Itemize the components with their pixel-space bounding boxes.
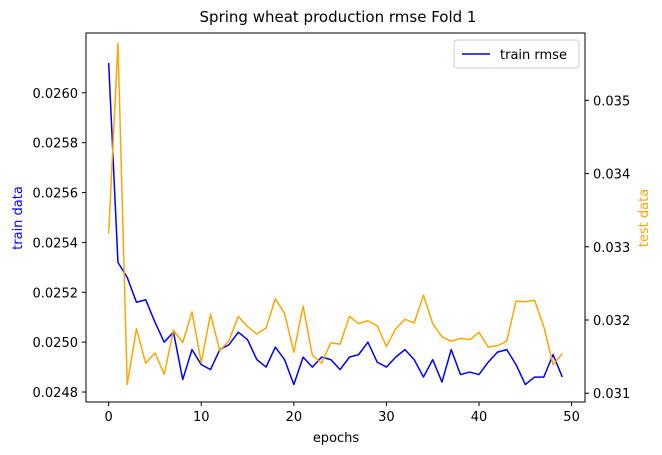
x-tick-label: 10 [193,410,210,425]
y-right-tick-label: 0.034 [593,168,630,183]
x-tick-label: 40 [471,410,488,425]
x-tick-label: 20 [286,410,303,425]
y-left-tick-label: 0.0252 [33,286,79,301]
y-left-tick-label: 0.0254 [33,236,79,251]
legend: train rmse [453,39,580,69]
chart-title: Spring wheat production rmse Fold 1 [200,8,477,26]
y-right-axis-label: test data [637,189,652,247]
y-left-axis-ticks: 0.0248 0.0250 0.0252 0.0254 0.0256 0.0258 0.02… [33,87,86,401]
x-axis-ticks: 0 10 20 30 40 50 [105,402,580,425]
y-left-tick-label: 0.0248 [33,386,79,401]
y-left-tick-label: 0.0250 [33,336,79,351]
series-line-train [107,62,564,386]
y-left-axis-label: train data [11,186,26,250]
y-right-axis-ticks: 0.031 0.032 0.033 0.034 0.035 [585,94,630,402]
x-tick-label: 0 [105,410,113,425]
y-right-tick-label: 0.032 [593,314,630,329]
legend-box [453,39,580,69]
legend-label-train: train rmse [500,48,567,63]
y-right-tick-label: 0.031 [593,387,630,402]
x-axis-label: epochs [313,431,360,446]
y-left-tick-label: 0.0258 [33,137,79,152]
y-left-tick-label: 0.0260 [33,87,79,102]
y-left-tick-label: 0.0256 [33,187,79,202]
x-tick-label: 50 [563,410,580,425]
x-tick-label: 30 [378,410,395,425]
y-right-tick-label: 0.033 [593,241,630,256]
y-right-tick-label: 0.035 [593,94,630,109]
plot-frame [85,32,586,403]
plot-lines [107,42,564,386]
series-line-test [107,42,563,386]
